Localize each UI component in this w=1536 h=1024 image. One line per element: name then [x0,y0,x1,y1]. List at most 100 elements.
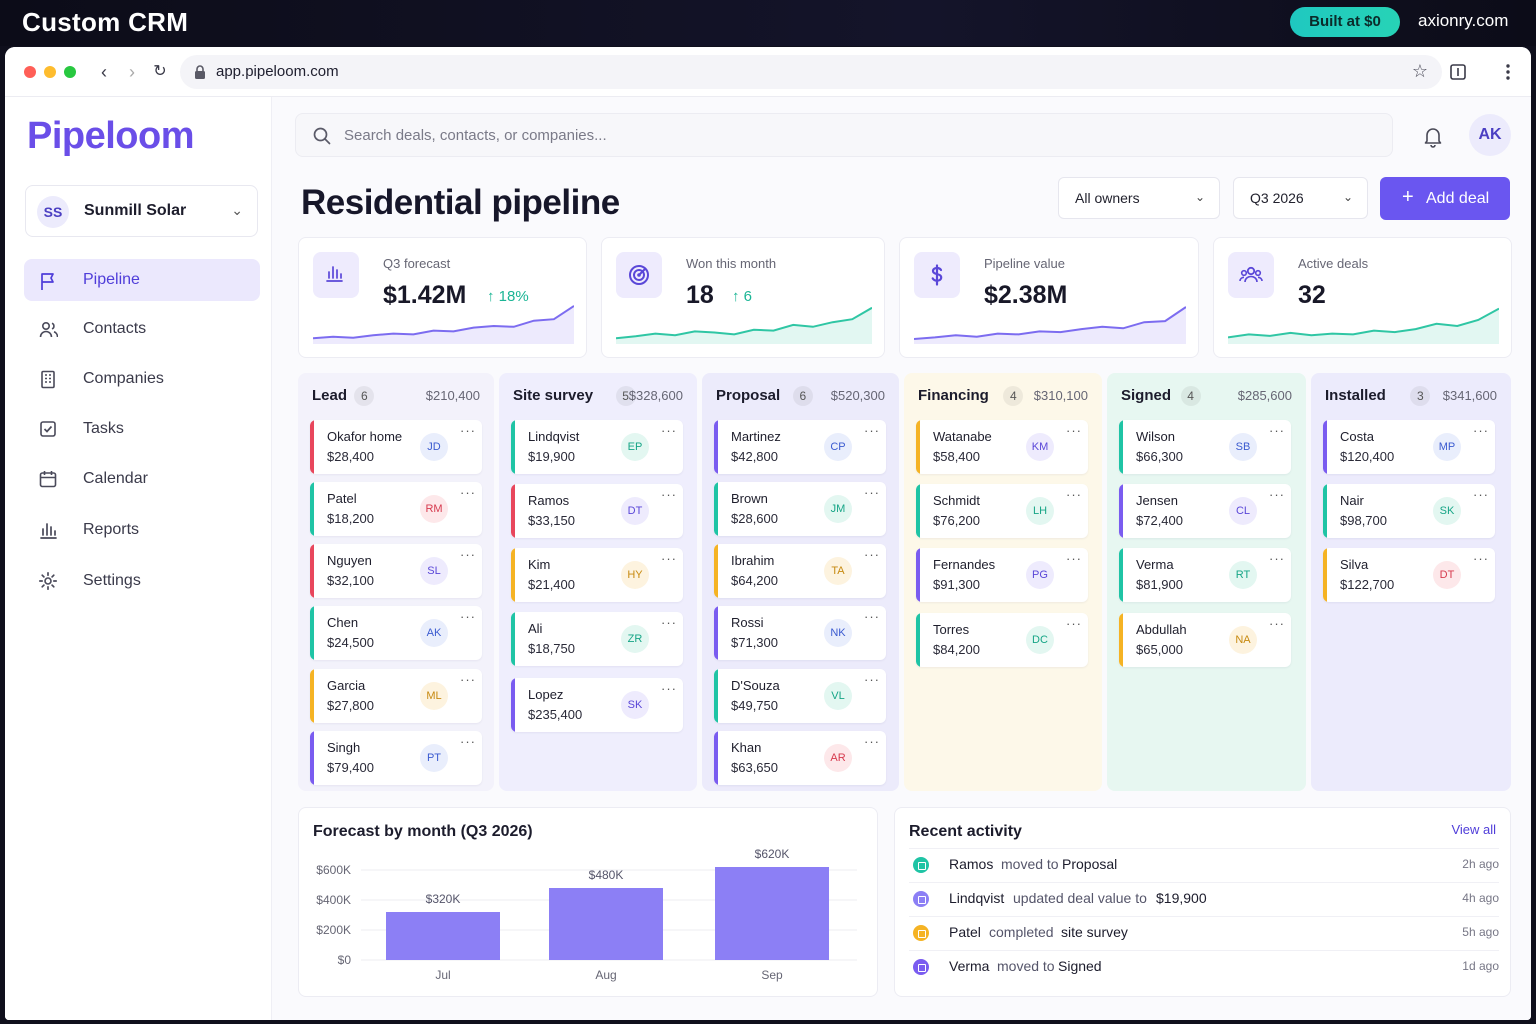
deal-card[interactable]: Ramos $33,150 DT ··· [511,484,683,538]
more-options-icon[interactable]: ··· [1473,551,1489,566]
sidebar-item-tasks[interactable]: Tasks [24,408,260,450]
deal-card[interactable]: Patel $18,200 RM ··· [310,482,482,536]
reload-icon[interactable]: ↻ [153,63,167,80]
deal-card[interactable]: Silva $122,700 DT ··· [1323,548,1495,602]
deal-card[interactable]: Nguyen $32,100 SL ··· [310,544,482,598]
sidebar-item-pipeline[interactable]: Pipeline [24,259,260,301]
deal-card[interactable]: Torres $84,200 DC ··· [916,613,1088,667]
more-options-icon[interactable]: ··· [661,681,677,696]
bookmark-star-icon[interactable]: ☆ [1411,61,1428,81]
view-all-link[interactable]: View all [1451,822,1496,837]
column-total: $210,400 [425,388,480,403]
deal-card[interactable]: Nair $98,700 SK ··· [1323,484,1495,538]
deal-card[interactable]: Ibrahim $64,200 TA ··· [714,544,886,598]
more-options-icon[interactable]: ··· [864,485,880,500]
calendar-icon [38,469,58,489]
add-deal-button[interactable]: + Add deal [1380,177,1510,220]
activity-row[interactable]: Patel completed site survey 5h ago [909,916,1499,946]
more-options-icon[interactable]: ··· [1269,487,1285,502]
activity-row[interactable]: Verma moved to Signed 1d ago [909,950,1499,980]
deal-card[interactable]: Khan $63,650 AR ··· [714,731,886,785]
deal-card[interactable]: Chen $24,500 AK ··· [310,606,482,660]
more-options-icon[interactable]: ··· [661,423,677,438]
deal-card[interactable]: Verma $81,900 RT ··· [1119,548,1291,602]
more-options-icon[interactable]: ··· [864,547,880,562]
deal-card[interactable]: Costa $120,400 MP ··· [1323,420,1495,474]
sidebar-item-companies[interactable]: Companies [24,358,260,400]
kanban-column-installed: Installed 3 $341,600 Costa $120,400 MP ··· Nair… [1311,373,1511,791]
sidebar-toggle-icon[interactable] [1447,61,1469,83]
more-options-icon[interactable]: ··· [1066,423,1082,438]
sidebar-item-reports[interactable]: Reports [24,509,260,551]
more-options-icon[interactable]: ··· [864,609,880,624]
sidebar-item-settings[interactable]: Settings [24,560,260,602]
more-options-icon[interactable]: ··· [460,609,476,624]
bar-jul[interactable] [386,912,500,960]
deal-card[interactable]: Wilson $66,300 SB ··· [1119,420,1291,474]
deal-card[interactable]: Singh $79,400 PT ··· [310,731,482,785]
deal-card[interactable]: Watanabe $58,400 KM ··· [916,420,1088,474]
owners-filter-select[interactable]: All owners ⌄ [1058,177,1220,219]
more-options-icon[interactable]: ··· [864,423,880,438]
window-minimize-button[interactable] [44,66,56,78]
window-maximize-button[interactable] [64,66,76,78]
bar-value-label: $480K [589,868,624,882]
users-icon [39,321,59,338]
search-input[interactable]: Search deals, contacts, or companies... [295,113,1393,157]
bar-aug[interactable] [549,888,663,960]
more-options-icon[interactable]: ··· [661,551,677,566]
more-options-icon[interactable]: ··· [1269,616,1285,631]
deal-card[interactable]: D'Souza $49,750 VL ··· [714,669,886,723]
deal-card[interactable]: Okafor home $28,400 JD ··· [310,420,482,474]
bell-icon[interactable] [1421,124,1445,148]
period-filter-select[interactable]: Q3 2026 ⌄ [1233,177,1368,219]
address-bar[interactable]: app.pipeloom.com ☆ [180,55,1442,89]
deal-card[interactable]: Abdullah $65,000 NA ··· [1119,613,1291,667]
sidebar-item-calendar[interactable]: Calendar [24,458,260,500]
deal-card[interactable]: Jensen $72,400 CL ··· [1119,484,1291,538]
deal-card[interactable]: Martinez $42,800 CP ··· [714,420,886,474]
bar-sep[interactable] [715,867,829,960]
sidebar-item-contacts[interactable]: Contacts [24,308,260,350]
more-options-icon[interactable]: ··· [460,423,476,438]
deal-card[interactable]: Rossi $71,300 NK ··· [714,606,886,660]
activity-row[interactable]: Ramos moved to Proposal 2h ago [909,848,1499,878]
more-options-icon[interactable]: ··· [1473,487,1489,502]
user-avatar[interactable]: AK [1469,114,1511,156]
sidebar-item-label: Calendar [83,470,148,487]
more-options-icon[interactable]: ··· [864,734,880,749]
activity-row[interactable]: Lindqvist updated deal value to $19,900 4h … [909,882,1499,912]
more-options-icon[interactable]: ··· [460,734,476,749]
more-options-icon[interactable]: ··· [460,547,476,562]
deal-card[interactable]: Lopez $235,400 SK ··· [511,678,683,732]
forward-arrow-icon[interactable]: › [129,62,135,82]
deal-card[interactable]: Garcia $27,800 ML ··· [310,669,482,723]
more-options-icon[interactable]: ··· [460,485,476,500]
deal-card[interactable]: Ali $18,750 ZR ··· [511,612,683,666]
more-options-icon[interactable]: ··· [661,487,677,502]
deal-card[interactable]: Lindqvist $19,900 EP ··· [511,420,683,474]
deal-card[interactable]: Brown $28,600 JM ··· [714,482,886,536]
more-options-icon[interactable]: ··· [1473,423,1489,438]
deal-status-bar [714,420,718,474]
more-options-icon[interactable]: ··· [864,672,880,687]
more-options-icon[interactable]: ··· [1269,423,1285,438]
back-arrow-icon[interactable]: ‹ [101,62,107,82]
app-logo[interactable]: Pipeloom [27,115,195,157]
more-options-icon[interactable]: ··· [1066,551,1082,566]
kebab-menu-icon[interactable] [1497,61,1519,83]
deal-name: Ramos [528,493,570,508]
window-close-button[interactable] [24,66,36,78]
deal-card[interactable]: Kim $21,400 HY ··· [511,548,683,602]
kanban-column-proposal: Proposal 6 $520,300 Martinez $42,800 CP ··· Bro… [702,373,899,791]
sidebar-item-label: Contacts [83,320,147,337]
more-options-icon[interactable]: ··· [460,672,476,687]
deal-card[interactable]: Schmidt $76,200 LH ··· [916,484,1088,538]
owner-avatar: NK [824,619,852,647]
more-options-icon[interactable]: ··· [661,615,677,630]
more-options-icon[interactable]: ··· [1066,616,1082,631]
more-options-icon[interactable]: ··· [1269,551,1285,566]
workspace-switcher[interactable]: SS Sunmill Solar ⌄ [25,185,258,237]
deal-card[interactable]: Fernandes $91,300 PG ··· [916,548,1088,602]
more-options-icon[interactable]: ··· [1066,487,1082,502]
